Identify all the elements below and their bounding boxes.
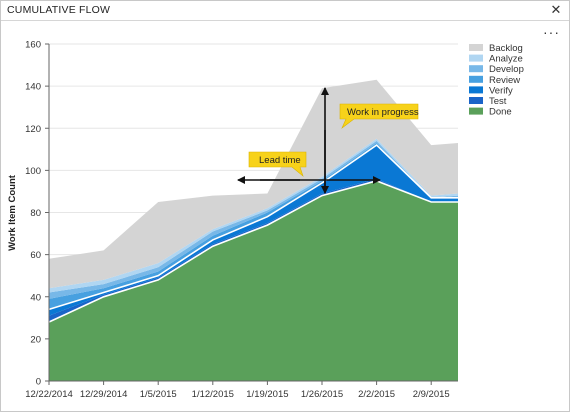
legend-swatch-develop [469, 65, 483, 73]
x-tick-label: 1/5/2015 [140, 389, 177, 400]
legend-label-verify: Verify [489, 85, 513, 96]
panel-titlebar: CUMULATIVE FLOW ✕ [1, 1, 569, 21]
y-tick-label: 0 [36, 377, 41, 388]
legend-swatch-test [469, 97, 483, 104]
x-tick-label: 1/19/2015 [246, 389, 288, 400]
x-tick-label: 2/9/2015 [413, 389, 450, 400]
legend-swatch-backlog [469, 44, 483, 51]
y-tick-label: 20 [30, 334, 41, 345]
legend-label-develop: Develop [489, 64, 524, 75]
y-tick-label: 160 [25, 40, 41, 51]
area-verify [49, 145, 458, 316]
legend-label-backlog: Backlog [489, 43, 523, 54]
y-tick-label: 140 [25, 82, 41, 93]
chart-axes: 0 20 40 60 80 100 120 140 160 12/22/2014 12/29/201… [25, 40, 458, 400]
y-tick-label: 60 [30, 250, 41, 261]
y-tick-label: 80 [30, 208, 41, 219]
legend-swatch-review [469, 75, 483, 83]
x-tick-label: 1/12/2015 [192, 389, 234, 400]
x-tick-label: 12/22/2014 [25, 389, 73, 400]
legend-label-analyze: Analyze [489, 54, 523, 65]
wip-callout-box [339, 103, 419, 129]
legend-label-review: Review [489, 75, 520, 86]
chart-legend: BacklogAnalyzeDevelopReviewVerifyTestDon… [469, 43, 524, 118]
more-options-icon[interactable]: ··· [543, 24, 560, 40]
lead-callout-box [248, 151, 307, 177]
y-tick-label: 40 [30, 292, 41, 303]
legend-swatch-done [469, 107, 483, 115]
area-review [49, 143, 458, 310]
legend-swatch-analyze [469, 54, 483, 62]
chart-annotations: Work in progress Lead time [237, 87, 419, 194]
area-backlog [49, 79, 458, 289]
x-tick-label: 2/2/2015 [358, 389, 395, 400]
area-analyze [49, 138, 458, 293]
x-tick-label: 1/26/2015 [301, 389, 343, 400]
y-tick-label: 120 [25, 124, 41, 135]
separator-done [48, 180, 458, 323]
panel-title: CUMULATIVE FLOW [7, 4, 111, 16]
y-tick-label: 100 [25, 166, 41, 177]
legend-label-done: Done [489, 107, 512, 118]
area-done [49, 180, 458, 381]
legend-swatch-verify [469, 86, 483, 94]
legend-label-test: Test [489, 96, 507, 107]
separator-verify [48, 144, 458, 311]
x-tick-label: 12/29/2014 [80, 389, 128, 400]
wip-callout-label: Work in progress [347, 107, 419, 118]
close-icon[interactable]: ✕ [550, 2, 562, 17]
y-axis-label: Work Item Count [7, 174, 18, 251]
lead-callout-label: Lead time [259, 155, 301, 166]
chart-areas [48, 79, 458, 381]
